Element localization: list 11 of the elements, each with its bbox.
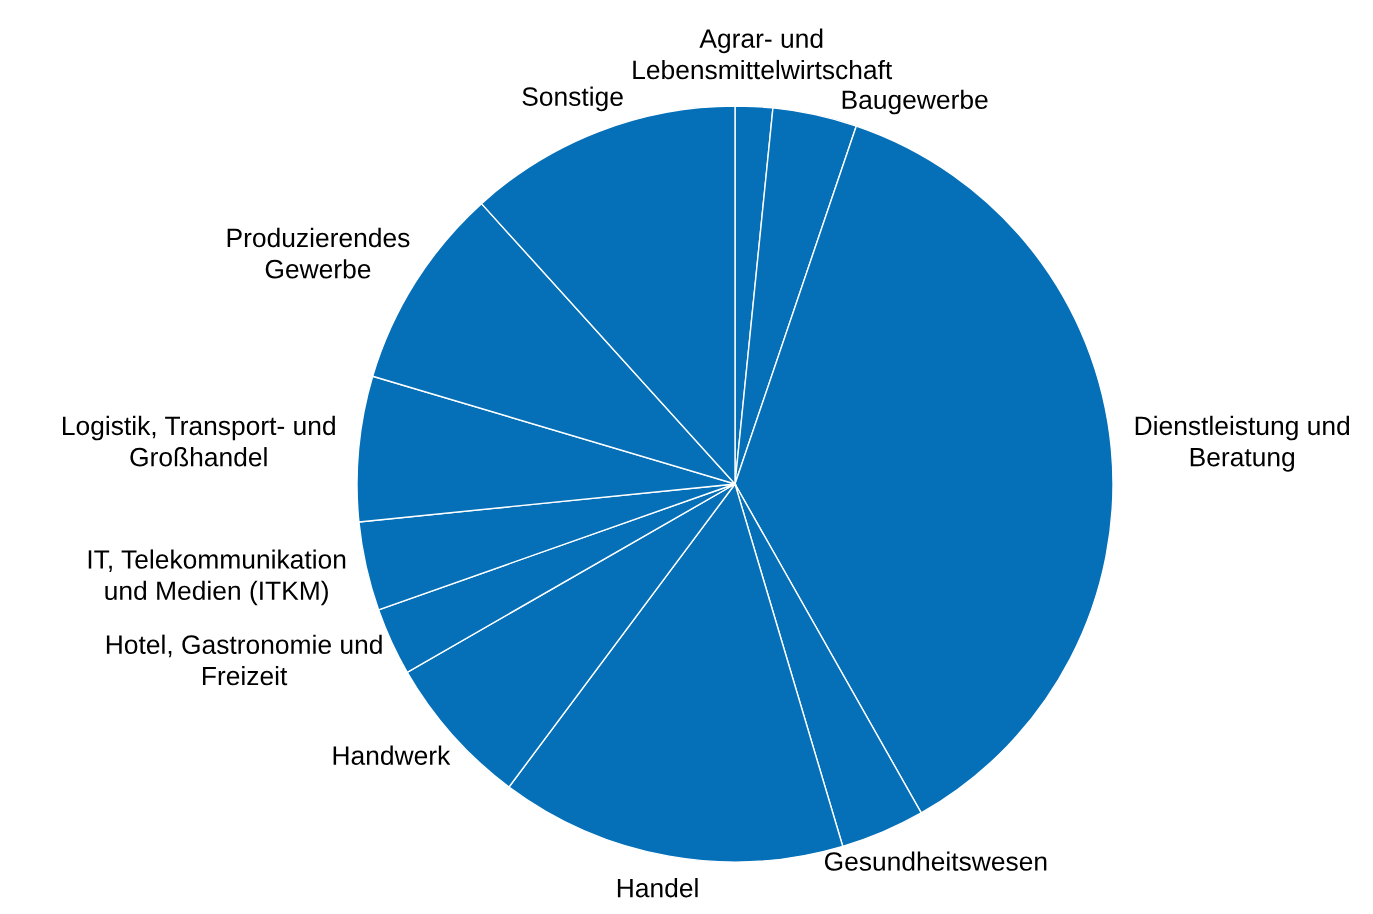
slice-label: IT, Telekommunikation und Medien (ITKM) bbox=[88, 549, 346, 606]
slice-label: Agrar- und Lebensmittelwirtschaft bbox=[633, 28, 893, 80]
slice-label: Gesundheitswesen bbox=[824, 851, 1047, 871]
slice-label: Dienstleistung und Beratung bbox=[1135, 415, 1350, 472]
slice-label: Handel bbox=[617, 878, 698, 898]
slice-label: Sonstige bbox=[522, 86, 623, 112]
slice-label: Baugewerbe bbox=[842, 89, 988, 115]
slice-label: Logistik, Transport- und Großhandel bbox=[63, 415, 335, 467]
slice-label: Hotel, Gastronomie und Freizeit bbox=[106, 634, 382, 686]
slice-label: Produzierendes Gewerbe bbox=[227, 227, 410, 279]
slice-label: Handwerk bbox=[333, 745, 451, 765]
